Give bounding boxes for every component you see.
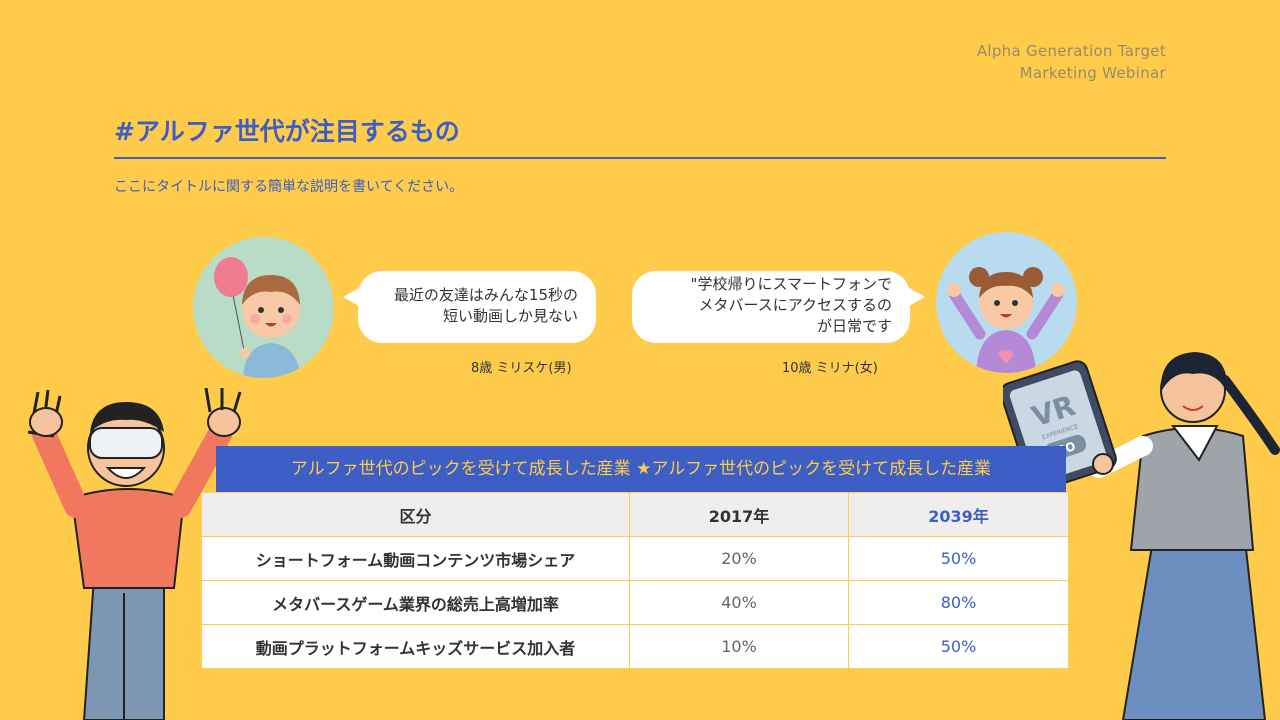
vr-headset-person-icon [27, 388, 242, 720]
quote-2-line-2: メタバースにアクセスするの [698, 296, 892, 314]
column-header: 区分 [201, 492, 630, 537]
value-2017: 10% [629, 624, 849, 669]
boy-balloon-illustration [193, 237, 334, 378]
page-subtitle: ここにタイトルに関する簡単な説明を書いてください。 [114, 179, 464, 195]
quote-1-line-1: 最近の友達はみんな15秒の [393, 286, 578, 304]
bubble-tail [909, 288, 925, 306]
brand-text: Alpha Generation Target Marketing Webina… [977, 40, 1166, 84]
value-2039: 50% [848, 536, 1069, 581]
table-row: ショートフォーム動画コンテンツ市場シェア 20% 50% [201, 536, 1069, 581]
quote-2-caption: 10歳 ミリナ(女) [782, 361, 878, 376]
row-label: 動画プラットフォームキッズサービス加入者 [201, 624, 630, 669]
vr-boy-illustration [24, 388, 254, 720]
girl-avatar [936, 232, 1077, 373]
brand-line-2: Marketing Webinar [1019, 64, 1166, 82]
table-header-row: 区分 2017年 2039年 [201, 492, 1069, 537]
value-2039: 80% [848, 580, 1069, 625]
quote-1-caption: 8歳 ミリスケ(男) [471, 361, 572, 376]
brand-line-1: Alpha Generation Target [976, 42, 1166, 60]
title-divider [114, 157, 1166, 159]
row-label: ショートフォーム動画コンテンツ市場シェア [201, 536, 630, 581]
quote-2-line-1: "学校帰りにスマートフォンで [690, 275, 892, 293]
quote-1-line-2: 短い動画しか見ない [442, 307, 578, 325]
woman-with-tablet-icon: VR EXPERIENCE GO [1003, 352, 1280, 720]
column-header: 2017年 [629, 492, 849, 537]
woman-tablet-illustration: VR EXPERIENCE GO [1003, 340, 1280, 720]
row-label: メタバースゲーム業界の総売上高増加率 [201, 580, 630, 625]
quote-2-line-3: が日常です [816, 317, 892, 335]
industry-growth-table: 区分 2017年 2039年 ショートフォーム動画コンテンツ市場シェア 20% … [201, 492, 1069, 669]
table-heading: アルファ世代のピックを受けて成長した産業 ★アルファ世代のピックを受けて成長した… [216, 446, 1066, 492]
bubble-tail [343, 288, 359, 306]
value-2017: 20% [629, 536, 849, 581]
table-row: 動画プラットフォームキッズサービス加入者 10% 50% [201, 624, 1069, 669]
value-2017: 40% [629, 580, 849, 625]
girl-cheering-illustration [936, 232, 1077, 373]
value-2039: 50% [848, 624, 1069, 669]
quote-bubble-1: 最近の友達はみんな15秒の 短い動画しか見ない [358, 271, 596, 343]
table-row: メタバースゲーム業界の総売上高増加率 40% 80% [201, 580, 1069, 625]
page-title: #アルファ世代が注目するもの [114, 117, 460, 146]
quote-bubble-2: "学校帰りにスマートフォンで メタバースにアクセスするの が日常です [632, 271, 910, 343]
boy-avatar [193, 237, 334, 378]
column-header: 2039年 [848, 492, 1069, 537]
